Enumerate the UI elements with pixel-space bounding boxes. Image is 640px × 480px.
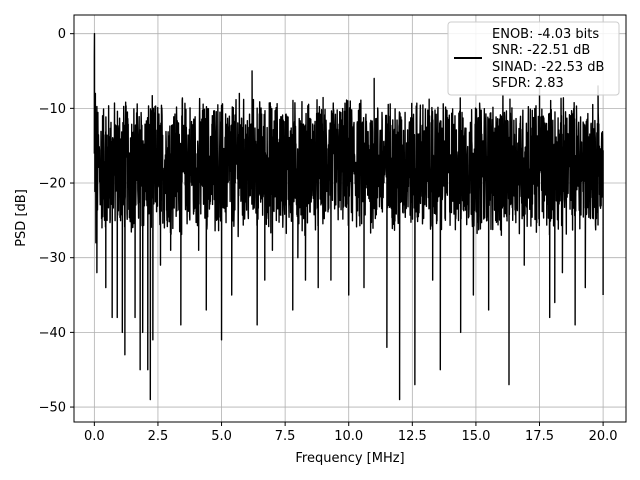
x-tick-label: 2.5 xyxy=(148,429,169,444)
x-tick-label: 0.0 xyxy=(84,429,105,444)
legend-entry-enob: ENOB: -4.03 bits xyxy=(492,27,599,42)
psd-series-line xyxy=(93,32,604,401)
y-axis: 0 −10 −20 −30 −40 −50 xyxy=(39,27,74,416)
x-tick-label: 20.0 xyxy=(589,429,618,444)
x-tick-label: 5.0 xyxy=(211,429,232,444)
y-tick-label: −40 xyxy=(39,326,66,341)
y-tick-label: −30 xyxy=(39,251,66,266)
y-tick-label: 0 xyxy=(58,27,66,42)
legend: ENOB: -4.03 bits SNR: -22.51 dB SINAD: -… xyxy=(447,21,620,96)
x-tick-label: 15.0 xyxy=(461,429,490,444)
x-axis: 0.0 2.5 5.0 7.5 10.0 12.5 15.0 17.5 20.0 xyxy=(84,422,618,444)
x-axis-label: Frequency [MHz] xyxy=(295,451,404,466)
y-tick-label: −50 xyxy=(39,401,66,416)
x-tick-label: 12.5 xyxy=(398,429,427,444)
x-tick-label: 10.0 xyxy=(334,429,363,444)
y-axis-label: PSD [dB] xyxy=(14,189,29,247)
x-tick-label: 17.5 xyxy=(525,429,554,444)
y-tick-label: −20 xyxy=(39,177,66,192)
x-tick-label: 7.5 xyxy=(275,429,296,444)
y-tick-label: −10 xyxy=(39,102,66,117)
axes-frame xyxy=(73,14,627,423)
legend-entry-sfdr: SFDR: 2.83 xyxy=(492,76,564,91)
legend-box xyxy=(447,21,620,96)
legend-entry-sinad: SINAD: -22.53 dB xyxy=(492,60,604,75)
legend-entry-snr: SNR: -22.51 dB xyxy=(492,43,590,58)
plot-area xyxy=(93,32,604,401)
